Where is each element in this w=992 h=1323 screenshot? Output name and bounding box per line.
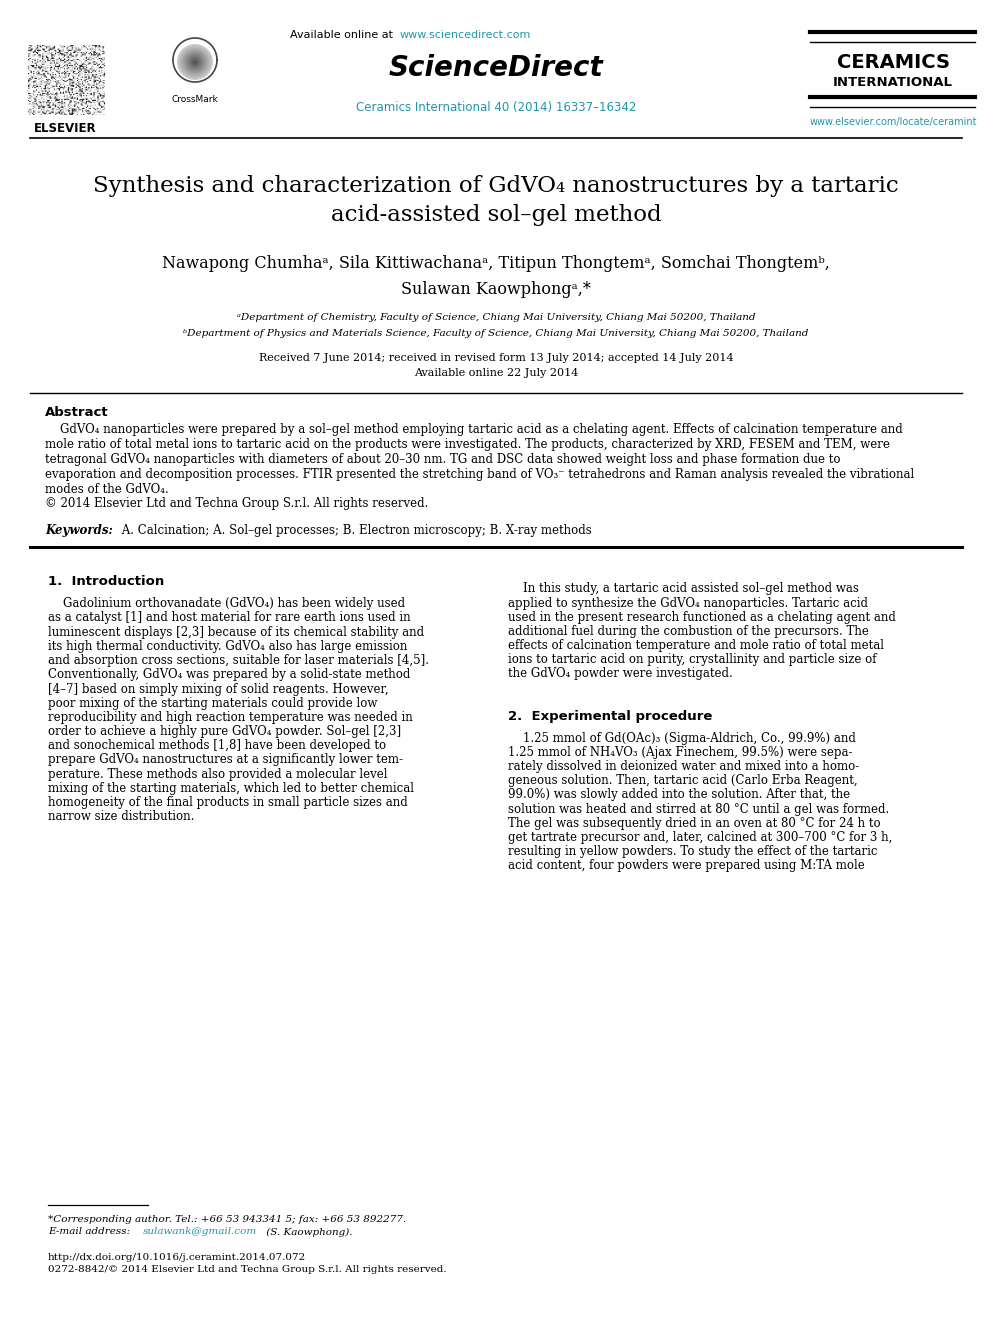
Text: mixing of the starting materials, which led to better chemical: mixing of the starting materials, which …: [48, 782, 414, 795]
Text: luminescent displays [2,3] because of its chemical stability and: luminescent displays [2,3] because of it…: [48, 626, 425, 639]
Circle shape: [193, 60, 197, 64]
Text: Ceramics International 40 (2014) 16337–16342: Ceramics International 40 (2014) 16337–1…: [356, 102, 636, 115]
Circle shape: [182, 49, 208, 75]
Text: reproducibility and high reaction temperature was needed in: reproducibility and high reaction temper…: [48, 710, 413, 724]
Text: Keywords:: Keywords:: [45, 524, 113, 537]
Circle shape: [177, 44, 213, 79]
Text: GdVO₄ nanoparticles were prepared by a sol–gel method employing tartaric acid as: GdVO₄ nanoparticles were prepared by a s…: [45, 423, 903, 437]
Text: and absorption cross sections, suitable for laser materials [4,5].: and absorption cross sections, suitable …: [48, 654, 429, 667]
Text: Conventionally, GdVO₄ was prepared by a solid-state method: Conventionally, GdVO₄ was prepared by a …: [48, 668, 411, 681]
Text: acid content, four powders were prepared using M:TA mole: acid content, four powders were prepared…: [508, 860, 865, 872]
Text: 99.0%) was slowly added into the solution. After that, the: 99.0%) was slowly added into the solutio…: [508, 789, 850, 802]
Text: resulting in yellow powders. To study the effect of the tartaric: resulting in yellow powders. To study th…: [508, 845, 878, 859]
Text: geneous solution. Then, tartaric acid (Carlo Erba Reagent,: geneous solution. Then, tartaric acid (C…: [508, 774, 858, 787]
Text: rately dissolved in deionized water and mixed into a homo-: rately dissolved in deionized water and …: [508, 761, 859, 773]
Text: 1.25 mmol of NH₄VO₃ (Ajax Finechem, 99.5%) were sepa-: 1.25 mmol of NH₄VO₃ (Ajax Finechem, 99.5…: [508, 746, 852, 759]
Text: *Corresponding author. Tel.: +66 53 943341 5; fax: +66 53 892277.: *Corresponding author. Tel.: +66 53 9433…: [48, 1215, 407, 1224]
Circle shape: [183, 50, 207, 74]
Text: additional fuel during the combustion of the precursors. The: additional fuel during the combustion of…: [508, 624, 869, 638]
Circle shape: [187, 54, 203, 70]
Text: ᵃDepartment of Chemistry, Faculty of Science, Chiang Mai University, Chiang Mai : ᵃDepartment of Chemistry, Faculty of Sci…: [237, 314, 755, 323]
Text: its high thermal conductivity. GdVO₄ also has large emission: its high thermal conductivity. GdVO₄ als…: [48, 640, 408, 652]
Text: Received 7 June 2014; received in revised form 13 July 2014; accepted 14 July 20: Received 7 June 2014; received in revise…: [259, 353, 733, 363]
Text: www.elsevier.com/locate/ceramint: www.elsevier.com/locate/ceramint: [809, 116, 977, 127]
Text: 1.25 mmol of Gd(OAc)₃ (Sigma-Aldrich, Co., 99.9%) and: 1.25 mmol of Gd(OAc)₃ (Sigma-Aldrich, Co…: [508, 732, 856, 745]
Text: Synthesis and characterization of GdVO₄ nanostructures by a tartaric: Synthesis and characterization of GdVO₄ …: [93, 175, 899, 197]
Text: poor mixing of the starting materials could provide low: poor mixing of the starting materials co…: [48, 697, 377, 709]
Text: Available online 22 July 2014: Available online 22 July 2014: [414, 368, 578, 378]
Circle shape: [194, 61, 196, 64]
Text: acid-assisted sol–gel method: acid-assisted sol–gel method: [330, 204, 662, 226]
Circle shape: [179, 46, 211, 78]
Circle shape: [190, 57, 200, 67]
Text: sulawank@gmail.com: sulawank@gmail.com: [143, 1228, 257, 1237]
Text: tetragonal GdVO₄ nanoparticles with diameters of about 20–30 nm. TG and DSC data: tetragonal GdVO₄ nanoparticles with diam…: [45, 452, 840, 466]
Circle shape: [188, 56, 202, 69]
Text: get tartrate precursor and, later, calcined at 300–700 °C for 3 h,: get tartrate precursor and, later, calci…: [508, 831, 893, 844]
Text: Available online at: Available online at: [290, 30, 400, 40]
Circle shape: [192, 60, 198, 65]
Text: applied to synthesize the GdVO₄ nanoparticles. Tartaric acid: applied to synthesize the GdVO₄ nanopart…: [508, 597, 868, 610]
Text: © 2014 Elsevier Ltd and Techna Group S.r.l. All rights reserved.: © 2014 Elsevier Ltd and Techna Group S.r…: [45, 497, 429, 511]
Text: ᵇDepartment of Physics and Materials Science, Faculty of Science, Chiang Mai Uni: ᵇDepartment of Physics and Materials Sci…: [184, 329, 808, 339]
Text: A. Calcination; A. Sol–gel processes; B. Electron microscopy; B. X-ray methods: A. Calcination; A. Sol–gel processes; B.…: [118, 524, 592, 537]
Text: solution was heated and stirred at 80 °C until a gel was formed.: solution was heated and stirred at 80 °C…: [508, 803, 889, 816]
Circle shape: [185, 52, 205, 71]
Text: Sulawan Kaowphongᵃ,*: Sulawan Kaowphongᵃ,*: [401, 280, 591, 298]
Text: homogeneity of the final products in small particle sizes and: homogeneity of the final products in sma…: [48, 796, 408, 810]
Text: narrow size distribution.: narrow size distribution.: [48, 810, 194, 823]
Text: The gel was subsequently dried in an oven at 80 °C for 24 h to: The gel was subsequently dried in an ove…: [508, 816, 881, 830]
Text: as a catalyst [1] and host material for rare earth ions used in: as a catalyst [1] and host material for …: [48, 611, 411, 624]
Text: ScienceDirect: ScienceDirect: [389, 54, 603, 82]
Text: ELSEVIER: ELSEVIER: [34, 122, 96, 135]
Text: Abstract: Abstract: [45, 406, 109, 419]
Text: prepare GdVO₄ nanostructures at a significantly lower tem-: prepare GdVO₄ nanostructures at a signif…: [48, 754, 403, 766]
Text: http://dx.doi.org/10.1016/j.ceramint.2014.07.072: http://dx.doi.org/10.1016/j.ceramint.201…: [48, 1253, 307, 1262]
Circle shape: [181, 48, 209, 75]
Text: [4–7] based on simply mixing of solid reagents. However,: [4–7] based on simply mixing of solid re…: [48, 683, 389, 696]
Text: www.sciencedirect.com: www.sciencedirect.com: [400, 30, 532, 40]
Circle shape: [180, 48, 210, 77]
Text: E-mail address:: E-mail address:: [48, 1228, 133, 1237]
Text: used in the present research functioned as a chelating agent and: used in the present research functioned …: [508, 611, 896, 623]
Text: Nawapong Chumhaᵃ, Sila Kittiwachanaᵃ, Titipun Thongtemᵃ, Somchai Thongtemᵇ,: Nawapong Chumhaᵃ, Sila Kittiwachanaᵃ, Ti…: [162, 254, 830, 271]
Text: modes of the GdVO₄.: modes of the GdVO₄.: [45, 483, 169, 496]
Text: order to achieve a highly pure GdVO₄ powder. Sol–gel [2,3]: order to achieve a highly pure GdVO₄ pow…: [48, 725, 401, 738]
Text: 1.  Introduction: 1. Introduction: [48, 576, 165, 589]
Text: the GdVO₄ powder were investigated.: the GdVO₄ powder were investigated.: [508, 668, 733, 680]
Text: INTERNATIONAL: INTERNATIONAL: [833, 77, 953, 90]
Text: Gadolinium orthovanadate (GdVO₄) has been widely used: Gadolinium orthovanadate (GdVO₄) has bee…: [48, 597, 405, 610]
Text: mole ratio of total metal ions to tartaric acid on the products were investigate: mole ratio of total metal ions to tartar…: [45, 438, 890, 451]
Text: evaporation and decomposition processes. FTIR presented the stretching band of V: evaporation and decomposition processes.…: [45, 468, 915, 480]
Text: perature. These methods also provided a molecular level: perature. These methods also provided a …: [48, 767, 388, 781]
Text: and sonochemical methods [1,8] have been developed to: and sonochemical methods [1,8] have been…: [48, 740, 386, 753]
Circle shape: [189, 56, 201, 67]
Circle shape: [186, 53, 204, 71]
Text: effects of calcination temperature and mole ratio of total metal: effects of calcination temperature and m…: [508, 639, 884, 652]
Text: 0272-8842/© 2014 Elsevier Ltd and Techna Group S.r.l. All rights reserved.: 0272-8842/© 2014 Elsevier Ltd and Techna…: [48, 1266, 446, 1274]
Circle shape: [184, 52, 206, 73]
Text: CERAMICS: CERAMICS: [836, 53, 949, 73]
Circle shape: [191, 58, 199, 66]
Text: (S. Kaowphong).: (S. Kaowphong).: [263, 1228, 352, 1237]
Circle shape: [178, 45, 212, 79]
Text: 2.  Experimental procedure: 2. Experimental procedure: [508, 709, 712, 722]
Text: In this study, a tartaric acid assisted sol–gel method was: In this study, a tartaric acid assisted …: [508, 582, 859, 595]
Text: CrossMark: CrossMark: [172, 95, 218, 105]
Text: ions to tartaric acid on purity, crystallinity and particle size of: ions to tartaric acid on purity, crystal…: [508, 654, 877, 667]
